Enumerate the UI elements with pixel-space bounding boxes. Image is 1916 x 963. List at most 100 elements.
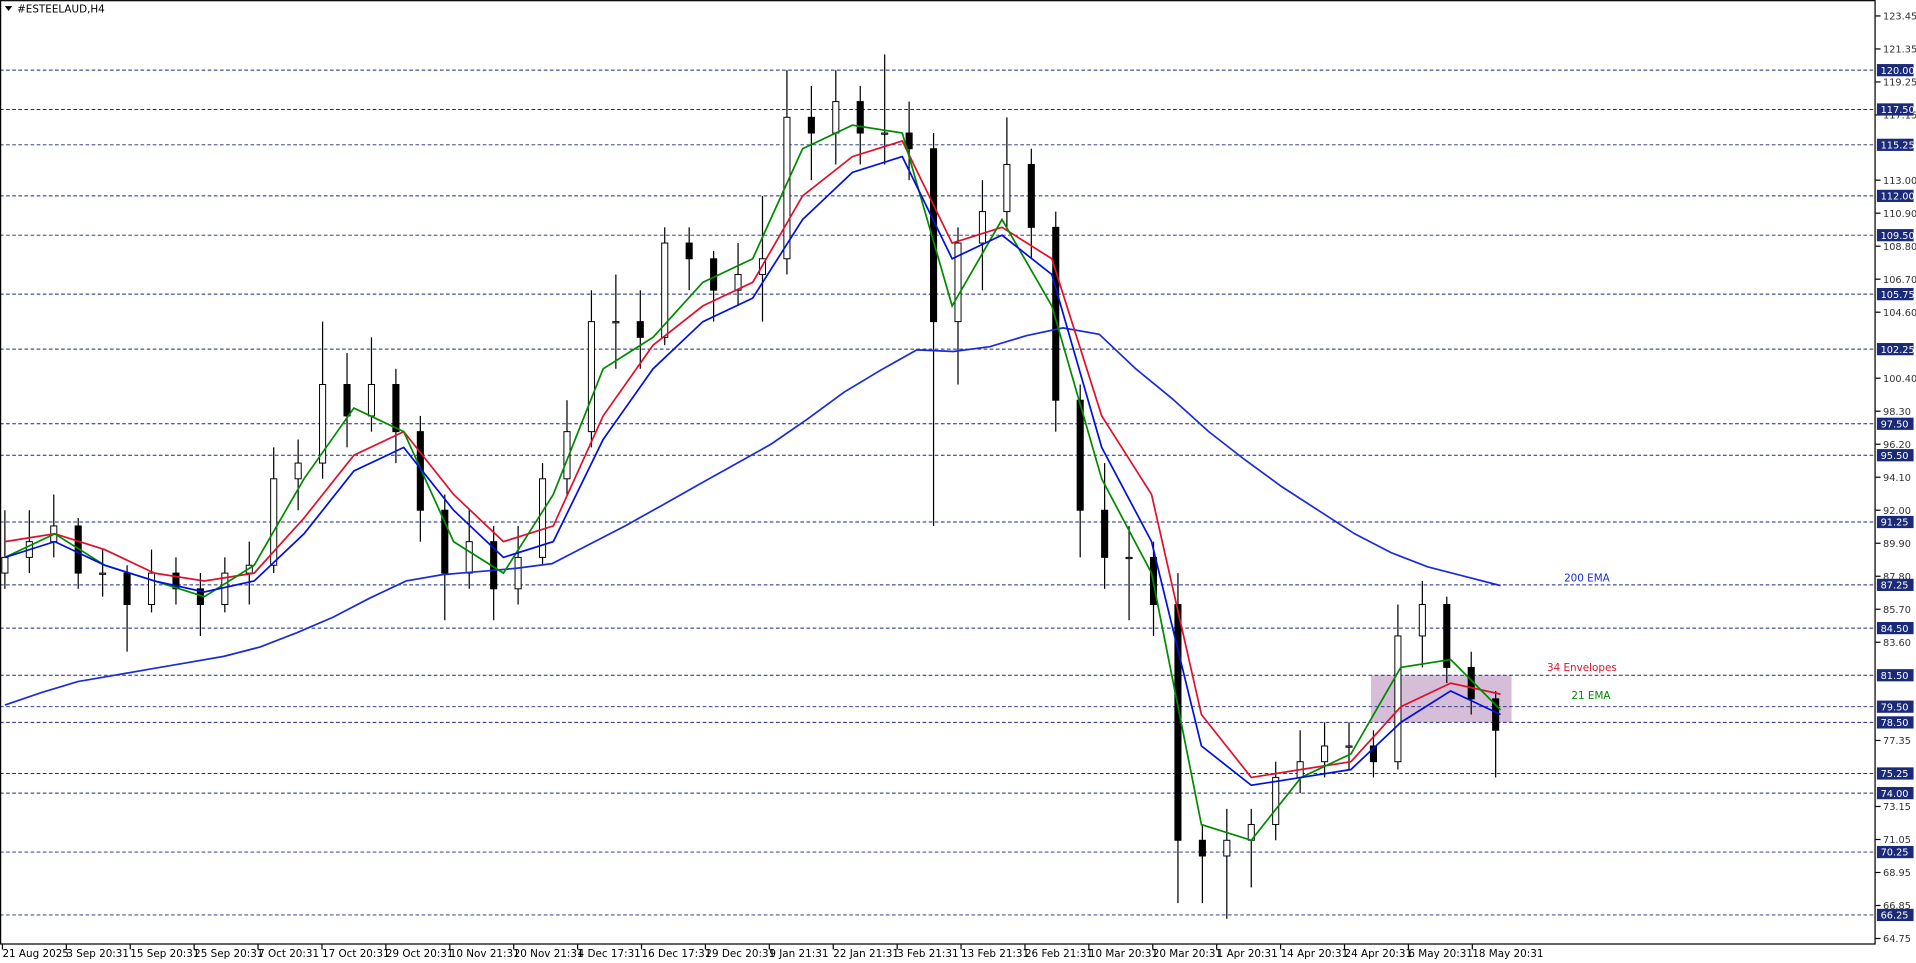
candle-body (392, 384, 400, 433)
y-tick-label: 71.05 (1883, 835, 1911, 846)
level-box (1876, 229, 1914, 242)
candle-body (1052, 226, 1060, 401)
x-tick-label: 18 May 20:31 (1472, 948, 1543, 960)
level-label: 81.50 (1881, 671, 1909, 682)
y-tick-label: 68.95 (1883, 868, 1911, 879)
level-box (1876, 64, 1914, 77)
level-box (1876, 716, 1914, 729)
level-label: 87.25 (1881, 581, 1909, 592)
x-tick-label: 17 Oct 20:31 (322, 948, 390, 960)
y-tick-label: 87.80 (1883, 572, 1911, 583)
series-label: 34 Envelopes (1547, 662, 1617, 674)
candle-body (319, 384, 327, 464)
y-tick-label: 96.20 (1883, 440, 1911, 451)
level-box (1876, 767, 1914, 780)
level-label: 120.00 (1881, 66, 1915, 77)
candle-body (930, 148, 938, 323)
candle-body (294, 462, 302, 480)
level-box (1876, 621, 1914, 635)
y-tick-label: 94.10 (1883, 473, 1911, 484)
x-tick-label: 21 Aug 2025 (2, 948, 68, 960)
y-tick-label: 66.85 (1883, 901, 1911, 912)
y-tick-label: 92.00 (1883, 506, 1911, 517)
level-label: 109.50 (1881, 231, 1915, 242)
x-tick-label: 14 Apr 20:31 (1281, 948, 1349, 960)
series-label: 200 EMA (1564, 573, 1611, 585)
level-box (1876, 908, 1914, 922)
candle-body (172, 572, 180, 590)
x-tick-label: 25 Sep 20:31 (194, 948, 263, 960)
candle-body (905, 132, 913, 150)
x-tick-label: 3 Sep 20:31 (66, 948, 129, 960)
candle-body (685, 242, 693, 260)
x-tick-label: 6 May 20:31 (1408, 948, 1473, 960)
plot-frame (0, 0, 1876, 945)
level-label: 78.50 (1881, 718, 1909, 729)
level-box (1876, 288, 1914, 301)
level-label: 75.25 (1881, 769, 1909, 780)
y-tick-label: 83.60 (1883, 638, 1911, 649)
x-tick-label: 22 Jan 21:31 (833, 948, 899, 960)
x-tick-label: 3 Feb 21:31 (897, 948, 958, 960)
level-box (1876, 103, 1914, 116)
x-tick-label: 29 Oct 20:31 (386, 948, 454, 960)
candle-body (465, 541, 473, 574)
candle-body (1076, 399, 1084, 511)
candle-body (147, 572, 156, 606)
candle-body (1027, 163, 1035, 228)
candle-body (856, 101, 864, 134)
candle-body (343, 384, 351, 417)
level-label: 95.50 (1881, 451, 1909, 462)
candle-body (1101, 509, 1109, 558)
indicator-line (4, 327, 1501, 706)
x-tick-label: 10 Mar 20:31 (1089, 948, 1158, 960)
candle-body (832, 101, 840, 134)
candle-body (1443, 604, 1451, 668)
candle-body (612, 321, 620, 324)
front-layer: 123.45 121.35 119.25 117.15 113.00 110.90 108.… (1, 12, 1916, 960)
y-tick-label: 89.90 (1883, 539, 1911, 550)
level-box (1876, 845, 1914, 859)
candle-body (563, 431, 571, 480)
candle-body (367, 384, 376, 417)
candle-body (881, 132, 889, 135)
candle-body (441, 509, 449, 574)
x-tick-label: 15 Sep 20:31 (130, 948, 199, 960)
level-label: 66.25 (1881, 911, 1909, 922)
y-tick-label: 121.35 (1883, 45, 1916, 56)
indicator-line (4, 139, 1501, 779)
level-box (1876, 189, 1914, 203)
level-label: 117.50 (1881, 105, 1915, 116)
y-tick-label: 73.15 (1883, 802, 1911, 813)
y-tick-label: 98.30 (1883, 407, 1911, 418)
x-tick-label: 13 Feb 21:31 (961, 948, 1029, 960)
y-tick-label: 123.45 (1883, 12, 1916, 23)
level-label: 97.50 (1881, 419, 1909, 430)
candle-body (1321, 745, 1329, 763)
candle-body (123, 572, 131, 606)
x-tick-label: 7 Oct 20:31 (258, 948, 319, 960)
candle-body (807, 116, 815, 134)
chart-title: #ESTEELAUD,H4 (17, 3, 105, 15)
y-tick-label: 77.35 (1883, 736, 1911, 747)
x-tick-label: 20 Mar 20:31 (1153, 948, 1222, 960)
candle-body (1, 556, 9, 574)
candle-body (99, 572, 107, 575)
level-label: 112.00 (1881, 192, 1915, 203)
level-box (1876, 700, 1914, 713)
level-label: 79.50 (1881, 702, 1909, 713)
y-tick-label: 108.80 (1883, 242, 1916, 253)
candle-body (978, 211, 986, 244)
x-tick-label: 9 Jan 21:31 (769, 948, 828, 960)
x-tick-label: 20 Nov 21:31 (514, 948, 584, 960)
back-layer (0, 69, 1876, 916)
candle-body (514, 556, 522, 590)
level-label: 91.25 (1881, 518, 1909, 529)
candle-body (1003, 163, 1011, 213)
level-box (1876, 449, 1914, 462)
candle-body (710, 258, 718, 291)
level-label: 74.00 (1881, 789, 1909, 800)
level-label: 102.25 (1881, 345, 1915, 356)
level-box (1876, 138, 1914, 151)
